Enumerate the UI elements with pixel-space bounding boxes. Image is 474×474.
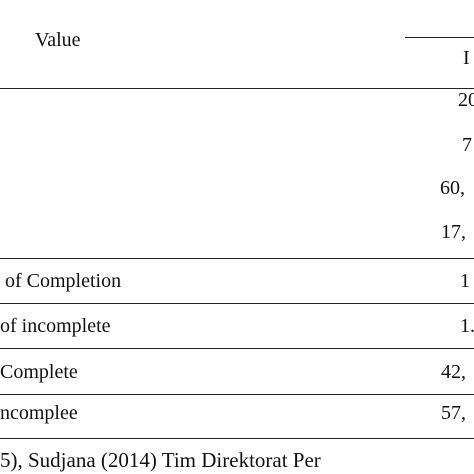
rule xyxy=(0,258,474,259)
header-label: Value xyxy=(35,29,81,51)
row-label: of Completion xyxy=(5,270,122,292)
row-value: 42, xyxy=(441,361,466,383)
rule xyxy=(0,88,474,89)
row-value: 17, xyxy=(441,221,466,243)
row-value: 60, xyxy=(440,177,465,199)
row-label: of incomplete xyxy=(0,315,111,337)
row-label: ncomplee xyxy=(0,402,78,424)
rule xyxy=(0,348,474,349)
row-value: 7 xyxy=(462,134,472,156)
rule xyxy=(0,438,474,439)
rule xyxy=(0,303,474,304)
rule xyxy=(0,394,474,395)
row-value: 1 xyxy=(460,270,470,292)
row-label: Complete xyxy=(0,361,78,383)
row-value: 1. xyxy=(460,315,474,337)
footer: 5), Sudjana (2014) Tim Direktorat Per xyxy=(0,448,321,472)
header-column: I xyxy=(463,47,470,69)
row-value: 57, xyxy=(441,402,466,424)
row-value: 20 xyxy=(458,89,474,111)
header-rule xyxy=(405,37,474,38)
